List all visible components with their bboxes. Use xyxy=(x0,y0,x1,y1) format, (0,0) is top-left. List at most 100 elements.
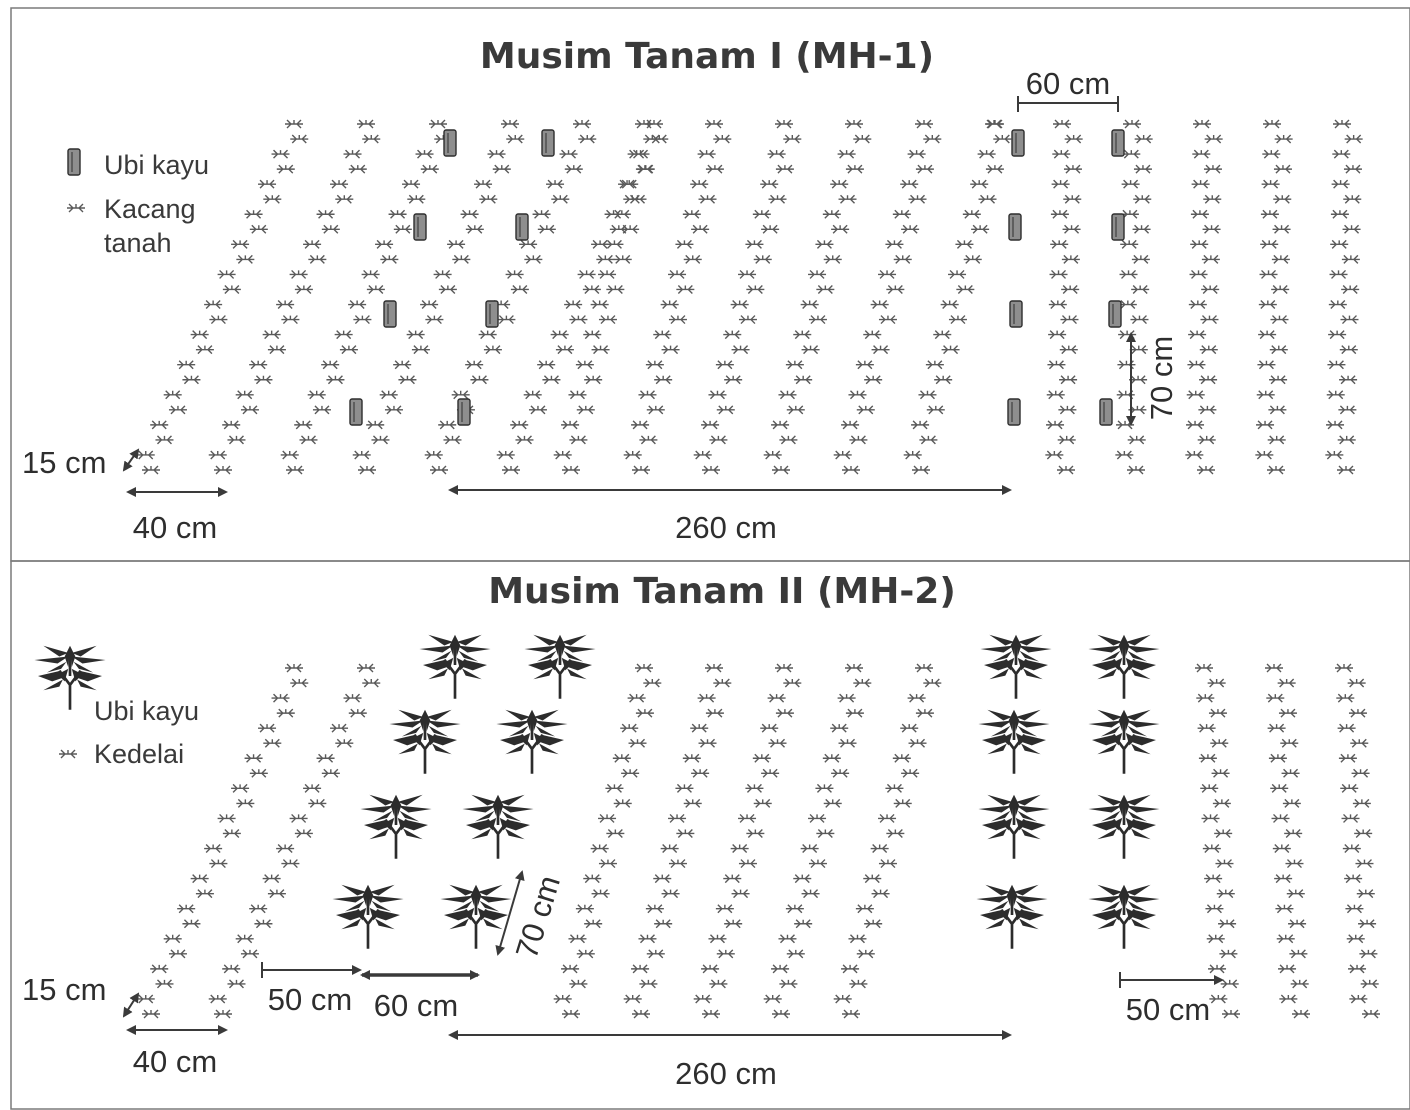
mh2-seedling xyxy=(222,828,242,839)
mh1-seedling xyxy=(933,375,953,385)
mh2-seedling xyxy=(1219,979,1240,989)
cassava-stake-icon xyxy=(1009,300,1023,328)
mh1-seedling xyxy=(630,420,650,430)
mh1-seedling xyxy=(652,329,672,340)
cassava-plant-icon xyxy=(359,793,433,861)
mh2-seedling xyxy=(752,753,772,763)
mh1-seedling xyxy=(561,465,581,475)
mh1-seedling xyxy=(1190,209,1210,219)
dim2-60cm-label: 60 cm xyxy=(374,988,458,1023)
mh2-seedling xyxy=(745,828,766,839)
mh2-seedling xyxy=(307,798,328,809)
mh1-seedling xyxy=(1189,239,1209,250)
mh1-seedling xyxy=(243,209,264,219)
dim2-260cm-label: 260 cm xyxy=(675,1056,777,1091)
mh1-seedling xyxy=(1059,344,1079,355)
mh1-seedling xyxy=(597,269,617,280)
mh1-seedling xyxy=(737,269,757,280)
mh2-seedling xyxy=(216,813,237,824)
mh2-seedling xyxy=(1206,934,1226,944)
mh2-seedling xyxy=(356,663,376,673)
mh1-seedling xyxy=(213,465,233,475)
mh1-seedling xyxy=(925,359,945,370)
mh2-seedling xyxy=(267,888,287,899)
mh1-seedling xyxy=(683,254,703,265)
mh1-seedling xyxy=(523,254,544,265)
mh1-seedling xyxy=(985,164,1005,174)
mh2-seedling xyxy=(855,903,875,914)
mh1-seedling xyxy=(900,224,920,235)
mh2-seedling xyxy=(168,949,188,959)
mh1-seedling xyxy=(1343,164,1363,174)
mh2-seedling xyxy=(845,708,865,718)
mh2-seedling xyxy=(208,858,229,869)
mh1-seedling xyxy=(1046,359,1067,370)
mh2-seedling xyxy=(1195,693,1216,703)
mh1-seedling xyxy=(1341,254,1361,265)
mh1-seedling xyxy=(560,420,580,430)
mh1-seedling xyxy=(970,224,990,235)
mh1-seedling xyxy=(537,224,557,235)
mh2-seedling xyxy=(786,949,806,959)
mh1-seedling xyxy=(845,164,865,174)
mh2-seedling xyxy=(1352,798,1372,809)
mh1-seedling xyxy=(1133,164,1153,174)
mh2-seedling xyxy=(1213,828,1233,839)
mh2-seedling xyxy=(760,768,780,779)
mh1-seedling xyxy=(907,194,928,204)
mh2-seedling xyxy=(914,663,934,673)
mh2-seedling xyxy=(659,843,680,854)
mh2-seedling xyxy=(136,994,156,1004)
mh1-seedling xyxy=(203,299,223,310)
mh1-seedling xyxy=(1063,134,1084,144)
mh1-seedling xyxy=(915,164,935,174)
mh1-seedling xyxy=(1118,269,1139,280)
mh2-seedling xyxy=(808,858,828,869)
mh1-seedling xyxy=(1324,450,1345,460)
mh2-seedling xyxy=(635,708,655,718)
dim2-40cm-label: 40 cm xyxy=(133,1044,217,1079)
mh1-seedling xyxy=(1114,450,1135,460)
mh1-seedling xyxy=(366,284,386,295)
mh2-seedling xyxy=(830,768,850,779)
mh1-seedling xyxy=(902,450,923,460)
mh1-seedling xyxy=(837,194,858,204)
mh1-seedling xyxy=(1260,209,1280,219)
mh2-seedling xyxy=(653,919,673,929)
mh2-seedling xyxy=(704,663,724,673)
mh2-seedling xyxy=(869,843,890,854)
mh1-seedling xyxy=(1340,284,1360,295)
cassava-plant-icon xyxy=(461,793,535,861)
mh1-seedling xyxy=(707,390,728,400)
mh1-seedling xyxy=(730,344,751,355)
mh2-seedling xyxy=(770,964,790,974)
mh1-seedling xyxy=(1201,254,1221,265)
mh2-seedling xyxy=(631,1009,651,1019)
mh2-seedling xyxy=(906,693,927,703)
mh2-seedling xyxy=(692,994,713,1004)
mh1-seedling xyxy=(333,329,354,340)
mh1-seedling xyxy=(759,179,779,189)
mh2-seedling xyxy=(705,708,725,718)
mh2-seedling xyxy=(1284,858,1305,869)
cassava-stake-icon xyxy=(413,213,427,241)
mh2-seedling xyxy=(288,813,309,824)
mh1-seedling xyxy=(473,179,493,189)
mh2-seedling xyxy=(1279,738,1299,748)
mh1-seedling xyxy=(486,149,507,159)
mh2-seedling xyxy=(1265,693,1286,703)
mh2-seedling xyxy=(1282,798,1302,809)
mh1-seedling xyxy=(674,239,695,250)
mh2-seedling xyxy=(863,919,883,929)
mh2-seedling xyxy=(1334,663,1354,673)
mh2-seedling xyxy=(1339,783,1359,794)
mh1-seedling xyxy=(778,435,799,445)
mh2-seedling xyxy=(836,693,857,703)
mh1-seedling xyxy=(715,359,735,370)
mh1-seedling xyxy=(799,299,820,310)
mh1-seedling xyxy=(1185,420,1205,430)
mh1-seedling xyxy=(595,254,616,265)
mh1-seedling xyxy=(352,314,373,325)
mh1-seedling xyxy=(437,420,457,430)
mh1-seedling xyxy=(405,329,426,340)
